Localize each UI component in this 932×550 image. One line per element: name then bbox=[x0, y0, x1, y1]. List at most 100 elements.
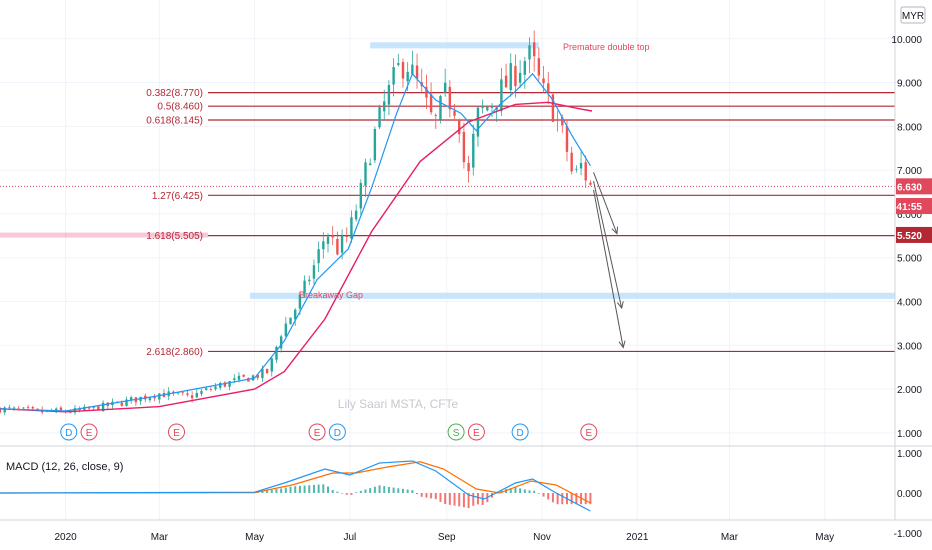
candle-body bbox=[570, 152, 573, 172]
macd-histogram-bar bbox=[458, 493, 461, 507]
candle-body bbox=[120, 402, 124, 406]
x-tick-label: Jul bbox=[343, 532, 356, 543]
macd-histogram-bar bbox=[584, 493, 587, 505]
event-marker-d bbox=[511, 423, 529, 441]
candle-body bbox=[434, 115, 437, 116]
macd-histogram-bar bbox=[476, 493, 479, 505]
currency-button[interactable]: MYR bbox=[900, 6, 926, 24]
event-marker-letter: E bbox=[86, 428, 93, 439]
candle-body bbox=[69, 411, 72, 413]
event-marker-letter: E bbox=[314, 428, 321, 439]
candle-body bbox=[26, 407, 30, 408]
candle-body bbox=[439, 95, 442, 120]
price-tag bbox=[896, 178, 932, 195]
macd-histogram-bar bbox=[425, 493, 428, 498]
macd-histogram-bar bbox=[453, 493, 456, 506]
event-marker-d bbox=[328, 423, 346, 441]
y-tick-label: 4.000 bbox=[897, 297, 922, 308]
candle-body bbox=[336, 238, 339, 255]
candle-body bbox=[195, 392, 199, 398]
x-tick-label: May bbox=[815, 532, 834, 543]
macd-histogram-bar bbox=[284, 487, 287, 493]
macd-histogram-bar bbox=[308, 485, 311, 493]
candle-body bbox=[350, 217, 353, 239]
candle-body bbox=[537, 58, 541, 76]
macd-histogram-bar bbox=[570, 493, 573, 505]
macd-histogram-bar bbox=[467, 493, 470, 509]
candle-body bbox=[87, 407, 91, 409]
macd-histogram-bar bbox=[350, 493, 353, 495]
candle-body bbox=[172, 391, 175, 393]
currency-box[interactable] bbox=[900, 6, 926, 24]
x-tick-label: Sep bbox=[438, 532, 456, 543]
macd-pane bbox=[0, 445, 932, 512]
macd-histogram-bar bbox=[444, 493, 447, 505]
candle-body bbox=[359, 183, 363, 209]
candle-body bbox=[31, 407, 35, 409]
candle-body bbox=[504, 75, 508, 88]
macd-histogram-bar bbox=[406, 489, 409, 493]
x-tick-label: Mar bbox=[151, 532, 169, 543]
breakaway-gap-label: Breakaway Gap bbox=[299, 290, 363, 300]
candle-body bbox=[97, 406, 100, 411]
fib-level-label: 2.618(2.860) bbox=[146, 347, 203, 358]
x-tick-label: Mar bbox=[721, 532, 739, 543]
candle-body bbox=[3, 407, 6, 413]
candle-body bbox=[233, 378, 236, 380]
event-marker-letter: E bbox=[586, 428, 593, 439]
candle-body bbox=[101, 402, 105, 412]
candle-body bbox=[467, 162, 470, 172]
candle-body bbox=[589, 182, 592, 185]
macd-histogram-bar bbox=[364, 489, 367, 493]
y-tick-label: 2.000 bbox=[897, 385, 922, 396]
macd-histogram-bar bbox=[261, 491, 264, 493]
projection-arrows bbox=[593, 172, 626, 349]
projection-arrow bbox=[593, 180, 623, 309]
candle-body bbox=[256, 374, 259, 378]
projection-arrowhead bbox=[616, 301, 624, 310]
event-marker-e bbox=[467, 423, 485, 441]
currency-label[interactable]: MYR bbox=[902, 11, 924, 22]
x-tick-label: 2021 bbox=[626, 532, 649, 543]
macd-histogram-bar bbox=[303, 485, 306, 493]
candle-body bbox=[83, 406, 86, 411]
projection-arrow bbox=[593, 172, 618, 234]
macd-histogram-bar bbox=[533, 490, 536, 493]
event-marker-letter: E bbox=[473, 428, 480, 439]
macd-histogram-bar bbox=[537, 493, 540, 494]
candle-body bbox=[322, 241, 325, 250]
highlight-zone bbox=[249, 292, 896, 299]
projection-arrow bbox=[593, 189, 624, 348]
event-marker-s bbox=[447, 423, 465, 441]
fast-moving-average bbox=[0, 72, 591, 412]
candle-body bbox=[579, 162, 583, 169]
macd-histogram-bar bbox=[523, 489, 526, 493]
macd-histogram-bar bbox=[336, 491, 339, 493]
candle-body bbox=[228, 381, 231, 387]
macd-histogram-bar bbox=[416, 493, 419, 494]
candle-body bbox=[181, 392, 184, 394]
candle-body bbox=[584, 162, 587, 181]
event-marker-e bbox=[580, 423, 598, 441]
macd-histogram-bar bbox=[298, 485, 301, 493]
candle-body bbox=[486, 106, 489, 111]
macd-histogram-bar bbox=[500, 489, 503, 493]
candle-body bbox=[209, 389, 213, 390]
candle-body bbox=[453, 110, 456, 116]
candle-body bbox=[383, 101, 386, 112]
macd-histogram-bar bbox=[397, 488, 400, 493]
macd-histogram-bar bbox=[551, 493, 554, 503]
macd-histogram-bar bbox=[462, 493, 465, 508]
macd-histogram-bar bbox=[420, 493, 423, 497]
event-marker-d bbox=[60, 423, 78, 441]
fib-level-label: 0.618(8.145) bbox=[146, 115, 203, 126]
macd-histogram-bar bbox=[378, 485, 381, 493]
candle-body bbox=[392, 67, 395, 85]
candle-body bbox=[476, 107, 480, 137]
candle-body bbox=[340, 235, 344, 253]
candle-body bbox=[158, 393, 161, 400]
chart-grid bbox=[0, 0, 895, 520]
candle-body bbox=[186, 393, 189, 395]
